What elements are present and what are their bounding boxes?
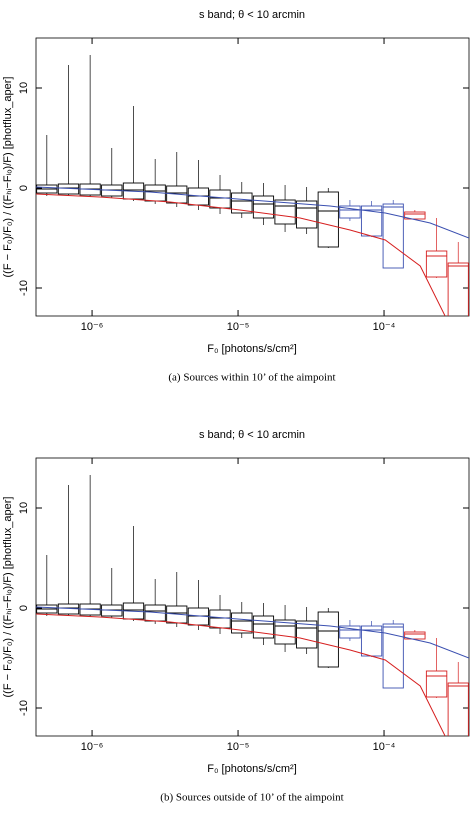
box bbox=[209, 189, 231, 209]
box bbox=[382, 203, 404, 269]
y-tick-label: 0 bbox=[18, 185, 30, 191]
chart-title: s band; θ < 10 arcmin bbox=[199, 9, 305, 21]
box bbox=[317, 191, 339, 248]
x-tick-label: 10⁻⁴ bbox=[373, 741, 396, 753]
x-axis-label: F₀ [photons/s/cm²] bbox=[207, 343, 297, 355]
x-tick-label: 10⁻⁶ bbox=[81, 321, 104, 333]
box bbox=[209, 609, 231, 629]
model-curve bbox=[36, 606, 469, 659]
x-tick-label: 10⁻⁵ bbox=[227, 321, 250, 333]
plot-area bbox=[36, 55, 469, 316]
plot-area bbox=[36, 475, 469, 736]
box bbox=[296, 200, 318, 229]
y-tick-label: 10 bbox=[18, 502, 30, 514]
x-tick-label: 10⁻⁶ bbox=[81, 741, 104, 753]
box bbox=[296, 620, 318, 649]
model-curve bbox=[36, 193, 446, 316]
y-axis-label: ((F − F₀)/F₀) / ((Fₕᵢ−Fₗₒ)/F) [photflux_… bbox=[2, 77, 14, 278]
caption: (b) Sources outside of 10’ of the aimpoi… bbox=[160, 792, 343, 804]
panel: s band; θ < 10 arcmin ((F − F₀)/F₀) / ((F… bbox=[2, 429, 470, 804]
box bbox=[274, 199, 296, 225]
panel: s band; θ < 10 arcmin ((F − F₀)/F₀) / ((F… bbox=[2, 9, 470, 384]
chart-title: s band; θ < 10 arcmin bbox=[199, 429, 305, 441]
box bbox=[252, 615, 275, 639]
box bbox=[447, 682, 469, 736]
box bbox=[231, 192, 253, 214]
box bbox=[404, 211, 426, 220]
plot-frame bbox=[35, 37, 470, 317]
y-tick-label: -10 bbox=[18, 700, 30, 716]
box bbox=[274, 619, 296, 645]
box bbox=[317, 611, 339, 668]
box bbox=[231, 612, 253, 634]
x-axis-label: F₀ [photons/s/cm²] bbox=[207, 763, 297, 775]
box bbox=[404, 631, 426, 640]
box bbox=[425, 250, 448, 278]
x-tick-label: 10⁻⁵ bbox=[227, 741, 250, 753]
box bbox=[252, 195, 275, 219]
box bbox=[382, 623, 404, 689]
y-tick-label: 10 bbox=[18, 82, 30, 94]
caption: (a) Sources within 10’ of the aimpoint bbox=[168, 372, 335, 384]
y-tick-label: 0 bbox=[18, 605, 30, 611]
box bbox=[425, 670, 448, 698]
model-curve bbox=[36, 186, 469, 239]
box bbox=[447, 262, 469, 316]
y-tick-label: -10 bbox=[18, 280, 30, 296]
model-curve bbox=[36, 613, 446, 736]
box bbox=[339, 625, 361, 639]
y-axis-label: ((F − F₀)/F₀) / ((Fₕᵢ−Fₗₒ)/F) [photflux_… bbox=[2, 497, 14, 698]
plot-frame bbox=[35, 457, 470, 737]
x-tick-label: 10⁻⁴ bbox=[373, 321, 396, 333]
box bbox=[339, 205, 361, 219]
